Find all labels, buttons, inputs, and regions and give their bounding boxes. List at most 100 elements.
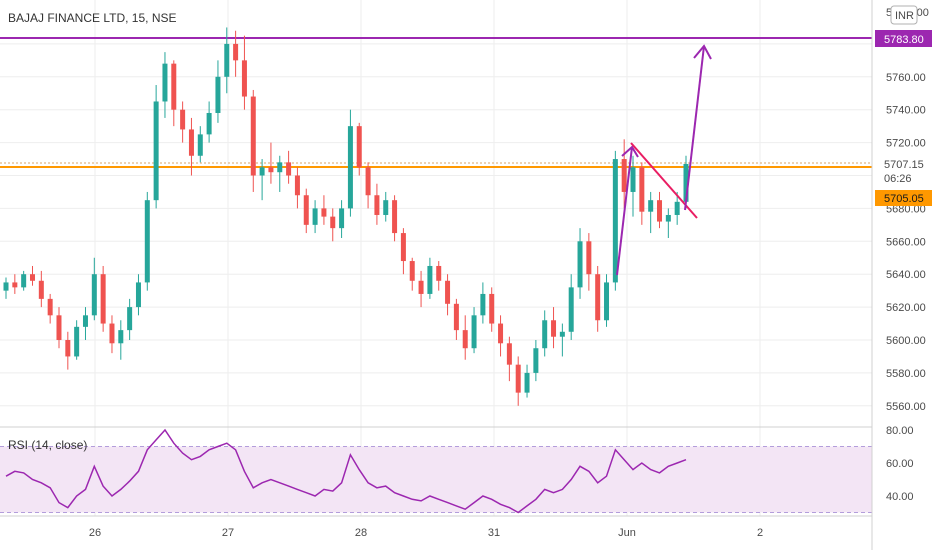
candle[interactable] <box>639 162 645 225</box>
resistance-tag-box <box>875 30 932 47</box>
candle[interactable] <box>427 257 433 299</box>
candle[interactable] <box>383 191 389 222</box>
candle[interactable] <box>250 89 256 192</box>
candle[interactable] <box>109 315 115 354</box>
candle[interactable] <box>144 191 150 291</box>
candle[interactable] <box>612 150 618 291</box>
candle-body <box>188 129 194 156</box>
rsi-axis[interactable]: 80.00 60.00 40.00 <box>886 425 914 503</box>
candle[interactable] <box>542 310 548 357</box>
candle[interactable] <box>321 195 327 225</box>
candle-body <box>595 274 601 321</box>
candle[interactable] <box>21 270 27 291</box>
candle[interactable] <box>268 142 274 184</box>
candle-body <box>621 159 627 192</box>
candle-body <box>65 340 71 357</box>
candle[interactable] <box>91 257 97 321</box>
candle[interactable] <box>630 155 636 217</box>
candle[interactable] <box>524 364 530 398</box>
candle[interactable] <box>462 315 468 360</box>
candle[interactable] <box>330 208 336 242</box>
candle[interactable] <box>259 159 265 201</box>
candle[interactable] <box>674 191 680 225</box>
candle[interactable] <box>215 60 221 123</box>
candle[interactable] <box>533 340 539 382</box>
candle[interactable] <box>312 200 318 234</box>
time-axis[interactable]: 26 27 28 31 Jun 2 <box>89 527 763 539</box>
candle[interactable] <box>356 122 362 176</box>
candle[interactable] <box>74 320 80 360</box>
candle[interactable] <box>365 162 371 209</box>
candle[interactable] <box>665 208 671 239</box>
candle[interactable] <box>577 228 583 299</box>
price-axis[interactable]: 5 800.00 5760.005740.005720.005680.00566… <box>886 7 929 413</box>
candle[interactable] <box>162 52 168 118</box>
currency-badge-box[interactable] <box>890 5 918 25</box>
candle[interactable] <box>153 85 159 209</box>
candle[interactable] <box>3 277 9 299</box>
candle[interactable] <box>453 298 459 340</box>
candle[interactable] <box>559 323 565 357</box>
candle[interactable] <box>515 356 521 406</box>
candle[interactable] <box>595 265 601 332</box>
candle[interactable] <box>56 307 62 349</box>
candles-group[interactable] <box>3 27 689 406</box>
candle[interactable] <box>100 265 106 332</box>
candle[interactable] <box>374 183 380 225</box>
candle-body <box>330 216 336 229</box>
candle[interactable] <box>621 139 627 209</box>
purple-upleg-line[interactable] <box>616 146 633 276</box>
candle[interactable] <box>471 307 477 354</box>
candle[interactable] <box>445 274 451 316</box>
time-axis-label: 26 <box>89 527 101 539</box>
candle[interactable] <box>47 293 53 324</box>
candle[interactable] <box>568 274 574 340</box>
candle[interactable] <box>347 109 353 217</box>
candle[interactable] <box>286 150 292 184</box>
candle[interactable] <box>206 101 212 143</box>
candle[interactable] <box>294 167 300 209</box>
candle[interactable] <box>188 117 194 176</box>
candle-body <box>674 201 680 215</box>
candle-body <box>630 167 636 192</box>
candle-body <box>453 303 459 331</box>
candle[interactable] <box>38 270 44 308</box>
drawings-group[interactable] <box>616 44 712 276</box>
candle[interactable] <box>400 228 406 275</box>
candle[interactable] <box>551 307 557 349</box>
candle-body <box>568 287 574 332</box>
candle[interactable] <box>604 274 610 327</box>
candle[interactable] <box>339 200 345 239</box>
candle[interactable] <box>303 188 309 234</box>
candle[interactable] <box>241 35 247 110</box>
candle[interactable] <box>224 27 230 94</box>
purple-projection-line[interactable] <box>684 45 705 211</box>
candle[interactable] <box>127 298 133 340</box>
candle[interactable] <box>180 101 186 143</box>
candle[interactable] <box>480 282 486 324</box>
candle[interactable] <box>409 257 415 291</box>
candle-body <box>559 331 565 337</box>
candle[interactable] <box>197 126 203 163</box>
candle[interactable] <box>118 320 124 360</box>
candle[interactable] <box>648 191 654 234</box>
candle[interactable] <box>392 195 398 242</box>
candle[interactable] <box>498 315 504 357</box>
candle[interactable] <box>489 287 495 332</box>
candle[interactable] <box>135 274 141 316</box>
candle[interactable] <box>12 274 18 294</box>
candle[interactable] <box>82 307 88 340</box>
candle[interactable] <box>277 155 283 192</box>
candle[interactable] <box>586 233 592 291</box>
candle[interactable] <box>171 60 177 127</box>
candle[interactable] <box>506 336 512 382</box>
candle[interactable] <box>418 270 424 308</box>
candle[interactable] <box>29 265 35 286</box>
candle[interactable] <box>436 261 442 291</box>
candle[interactable] <box>657 191 663 229</box>
rsi-axis-label: 40.00 <box>886 491 914 503</box>
candle[interactable] <box>233 30 239 77</box>
candle[interactable] <box>65 331 71 370</box>
